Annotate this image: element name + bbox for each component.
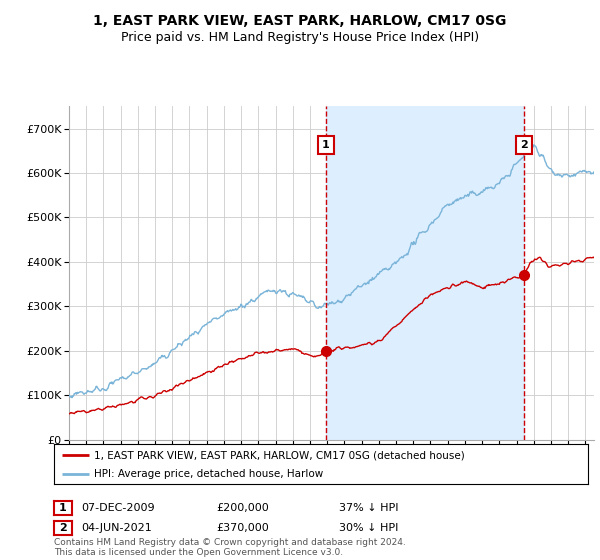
Text: 07-DEC-2009: 07-DEC-2009 [81,503,155,513]
Text: 37% ↓ HPI: 37% ↓ HPI [339,503,398,513]
Text: 1: 1 [322,139,329,150]
Text: Price paid vs. HM Land Registry's House Price Index (HPI): Price paid vs. HM Land Registry's House … [121,31,479,44]
Text: £200,000: £200,000 [216,503,269,513]
Bar [326,106,524,440]
Text: 1, EAST PARK VIEW, EAST PARK, HARLOW, CM17 0SG: 1, EAST PARK VIEW, EAST PARK, HARLOW, CM… [94,14,506,28]
Text: 1, EAST PARK VIEW, EAST PARK, HARLOW, CM17 0SG (detached house): 1, EAST PARK VIEW, EAST PARK, HARLOW, CM… [94,450,465,460]
Text: HPI: Average price, detached house, Harlow: HPI: Average price, detached house, Harl… [94,469,323,479]
Text: 2: 2 [59,523,67,533]
Text: £370,000: £370,000 [216,523,269,533]
Text: 04-JUN-2021: 04-JUN-2021 [81,523,152,533]
Text: Contains HM Land Registry data © Crown copyright and database right 2024.
This d: Contains HM Land Registry data © Crown c… [54,538,406,557]
Text: 2: 2 [520,139,527,150]
Text: 30% ↓ HPI: 30% ↓ HPI [339,523,398,533]
Text: 1: 1 [59,503,67,513]
